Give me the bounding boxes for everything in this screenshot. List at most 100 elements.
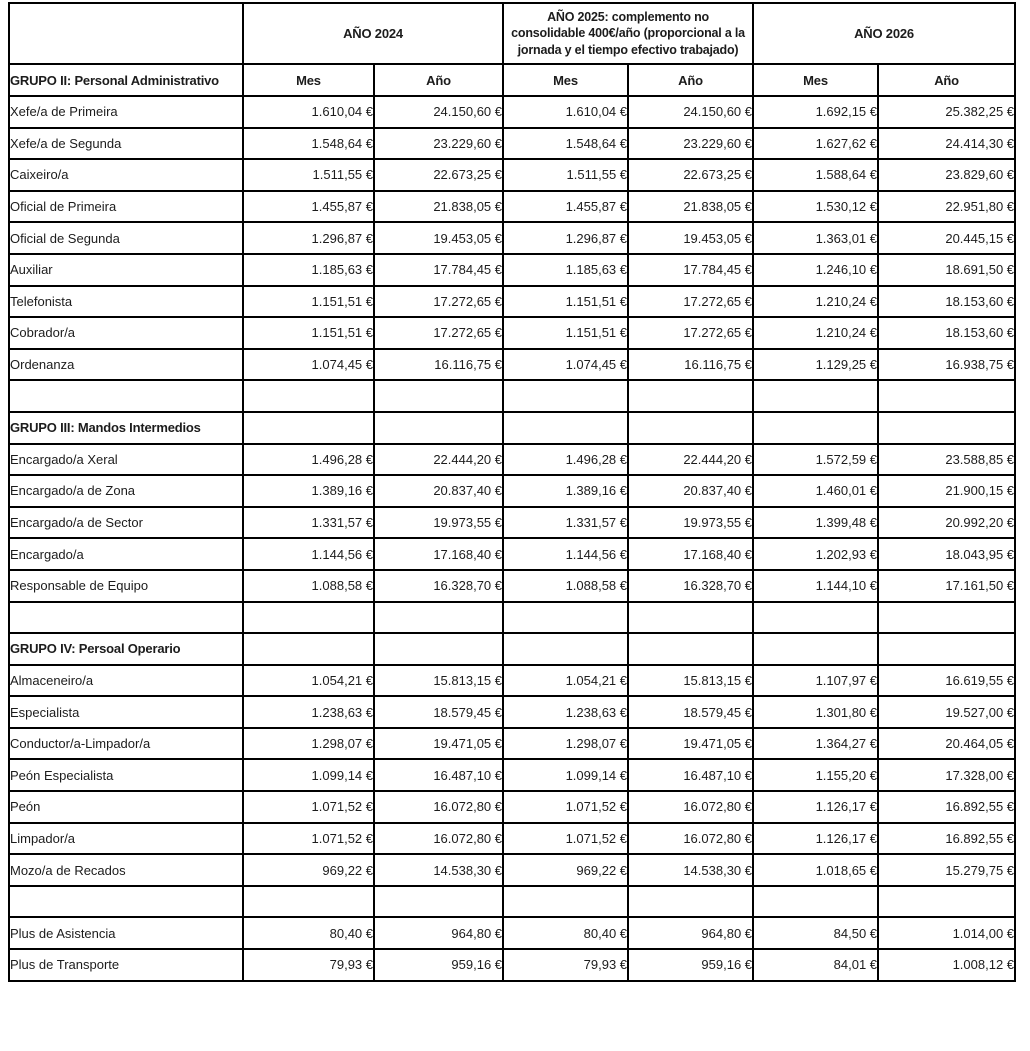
row-label-cell: Peón Especialista xyxy=(8,758,244,793)
value-cell: 84,01 € xyxy=(752,948,880,982)
row-label-cell: Caixeiro/a xyxy=(8,158,244,192)
value-cell: 16.892,55 € xyxy=(877,821,1017,856)
value-cell: 1.496,28 € xyxy=(502,442,630,477)
group-empty-cell xyxy=(877,632,1017,666)
value-cell: 16.619,55 € xyxy=(877,663,1017,698)
spacer-cell xyxy=(502,600,630,635)
value-cell: 23.588,85 € xyxy=(877,442,1017,477)
value-cell: 1.238,63 € xyxy=(502,695,630,729)
table-row: Conductor/a-Limpador/a 1.298,07 €19.471,0… xyxy=(8,726,1017,761)
value-cell: 1.071,52 € xyxy=(242,821,375,856)
value-cell: 1.389,16 € xyxy=(242,474,375,508)
value-cell: 24.150,60 € xyxy=(372,95,505,129)
value-cell: 22.444,20 € xyxy=(627,442,755,477)
value-cell: 16.892,55 € xyxy=(877,790,1017,824)
group-empty-cell xyxy=(752,632,880,666)
value-cell: 969,22 € xyxy=(242,853,375,887)
value-cell: 79,93 € xyxy=(242,948,375,982)
spacer-cell xyxy=(8,600,244,635)
group-empty-cell xyxy=(752,410,880,445)
row-label-cell: Especialista xyxy=(8,695,244,729)
table-row: Encargado/a de Zona 1.389,16 €20.837,40 €… xyxy=(8,474,1017,508)
value-cell: 1.088,58 € xyxy=(242,568,375,603)
value-cell: 20.464,05 € xyxy=(877,726,1017,761)
row-label-cell: Ordenanza xyxy=(8,347,244,382)
row-label-cell: Almaceneiro/a xyxy=(8,663,244,698)
value-cell: 1.126,17 € xyxy=(752,821,880,856)
value-cell: 1.071,52 € xyxy=(242,790,375,824)
value-cell: 1.099,14 € xyxy=(242,758,375,793)
value-cell: 16.487,10 € xyxy=(372,758,505,793)
value-cell: 1.018,65 € xyxy=(752,853,880,887)
row-label-cell: Encargado/a de Zona xyxy=(8,474,244,508)
value-cell: 22.673,25 € xyxy=(372,158,505,192)
value-cell: 1.144,56 € xyxy=(242,537,375,571)
value-cell: 16.116,75 € xyxy=(372,347,505,382)
value-cell: 1.363,01 € xyxy=(752,221,880,255)
spacer-cell xyxy=(372,884,505,919)
value-cell: 21.838,05 € xyxy=(372,189,505,224)
value-cell: 25.382,25 € xyxy=(877,95,1017,129)
value-cell: 20.445,15 € xyxy=(877,221,1017,255)
value-cell: 21.838,05 € xyxy=(627,189,755,224)
value-cell: 17.168,40 € xyxy=(372,537,505,571)
spacer-cell xyxy=(627,884,755,919)
table-row: Cobrador/a 1.151,51 €17.272,65 €1.151,51 … xyxy=(8,316,1017,350)
value-cell: 1.099,14 € xyxy=(502,758,630,793)
value-cell: 19.471,05 € xyxy=(372,726,505,761)
value-cell: 1.088,58 € xyxy=(502,568,630,603)
spacer-row xyxy=(8,600,1017,635)
group-label-cell: GRUPO III: Mandos Intermedios xyxy=(8,410,244,445)
value-cell: 1.107,97 € xyxy=(752,663,880,698)
value-cell: 80,40 € xyxy=(502,916,630,951)
value-cell: 1.331,57 € xyxy=(242,505,375,540)
group-header-row: GRUPO III: Mandos Intermedios xyxy=(8,410,1017,445)
value-cell: 1.460,01 € xyxy=(752,474,880,508)
row-label-cell: Oficial de Primeira xyxy=(8,189,244,224)
value-cell: 1.610,04 € xyxy=(242,95,375,129)
spacer-cell xyxy=(502,884,630,919)
group-empty-cell xyxy=(627,410,755,445)
value-cell: 23.829,60 € xyxy=(877,158,1017,192)
value-cell: 1.455,87 € xyxy=(502,189,630,224)
value-cell: 23.229,60 € xyxy=(627,126,755,161)
value-cell: 23.229,60 € xyxy=(372,126,505,161)
row-label-cell: Encargado/a xyxy=(8,537,244,571)
table-row: Ordenanza 1.074,45 €16.116,75 €1.074,45 €… xyxy=(8,347,1017,382)
spacer-cell xyxy=(502,379,630,413)
table-row: Plus de Asistencia 80,40 €964,80 €80,40 €… xyxy=(8,916,1017,951)
value-cell: 24.414,30 € xyxy=(877,126,1017,161)
row-label-cell: Conductor/a-Limpador/a xyxy=(8,726,244,761)
value-cell: 15.813,15 € xyxy=(627,663,755,698)
value-cell: 1.185,63 € xyxy=(502,252,630,287)
value-cell: 1.548,64 € xyxy=(502,126,630,161)
value-cell: 17.784,45 € xyxy=(372,252,505,287)
row-label-cell: Plus de Transporte xyxy=(8,948,244,982)
corner-cell xyxy=(8,2,244,65)
row-label-cell: Peón xyxy=(8,790,244,824)
value-cell: 17.328,00 € xyxy=(877,758,1017,793)
salary-table: AÑO 2024 AÑO 2025: complemento no consol… xyxy=(8,2,1017,982)
group-label-cell: GRUPO IV: Persoal Operario xyxy=(8,632,244,666)
table-row: Xefe/a de Primeira 1.610,04 €24.150,60 €1… xyxy=(8,95,1017,129)
value-cell: 1.151,51 € xyxy=(242,316,375,350)
value-cell: 16.072,80 € xyxy=(372,821,505,856)
table-row: Mozo/a de Recados 969,22 €14.538,30 €969,… xyxy=(8,853,1017,887)
value-cell: 15.813,15 € xyxy=(372,663,505,698)
value-cell: 1.238,63 € xyxy=(242,695,375,729)
spacer-cell xyxy=(627,600,755,635)
value-cell: 1.144,10 € xyxy=(752,568,880,603)
value-cell: 1.071,52 € xyxy=(502,821,630,856)
value-cell: 16.487,10 € xyxy=(627,758,755,793)
value-cell: 1.296,87 € xyxy=(502,221,630,255)
table-row: Limpador/a 1.071,52 €16.072,80 €1.071,52 … xyxy=(8,821,1017,856)
value-cell: 17.272,65 € xyxy=(627,284,755,319)
row-label-cell: Telefonista xyxy=(8,284,244,319)
value-cell: 19.973,55 € xyxy=(627,505,755,540)
value-cell: 1.399,48 € xyxy=(752,505,880,540)
value-cell: 16.072,80 € xyxy=(627,821,755,856)
table-row: Peón Especialista 1.099,14 €16.487,10 €1.… xyxy=(8,758,1017,793)
table-row: Encargado/a de Sector 1.331,57 €19.973,55… xyxy=(8,505,1017,540)
value-cell: 17.168,40 € xyxy=(627,537,755,571)
spacer-cell xyxy=(627,379,755,413)
